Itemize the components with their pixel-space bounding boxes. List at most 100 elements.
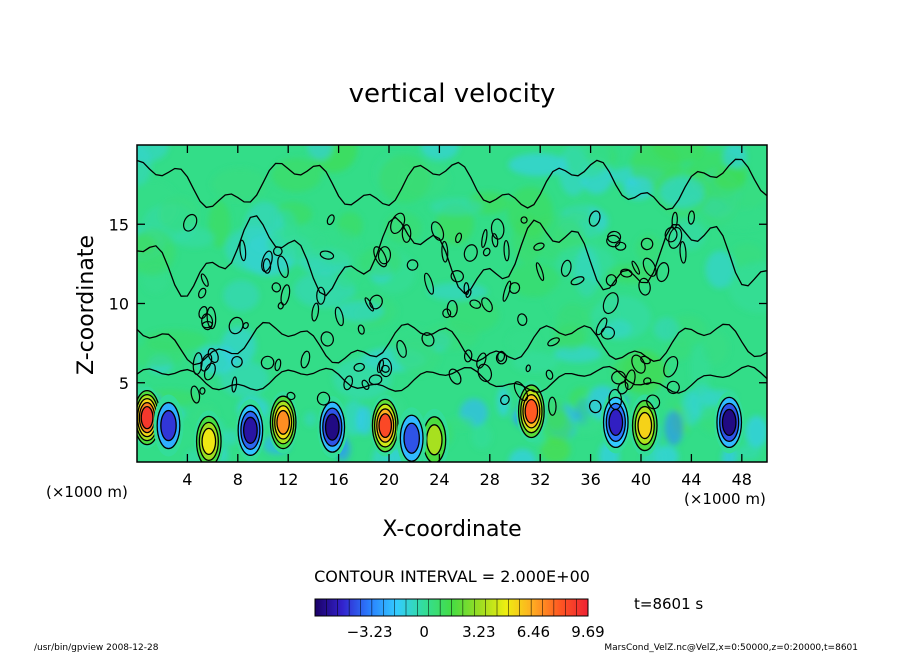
field-patch [564,145,611,179]
feature-cell [276,410,290,435]
contour-loop [490,218,505,240]
x-tick-label: 36 [580,470,600,489]
contour-loop [503,239,510,262]
field-patch [667,314,707,346]
contour-line [399,414,424,462]
contour-loop [357,324,365,335]
field-patch [715,207,767,230]
colorbar-tick-label: 0 [419,623,429,641]
contour-loop [421,332,435,347]
contour-loop [548,396,557,416]
field-patch [356,405,374,436]
contour-line [198,421,219,462]
field-patch [497,386,510,417]
contour-loop [364,297,374,312]
contour-loop [656,262,670,283]
field-patch [137,228,176,276]
contour-loop [183,213,198,232]
contour-line [271,400,295,445]
contour-interval-label: CONTOUR INTERVAL = 2.000E+00 [314,567,590,586]
feature-cell [141,406,153,429]
field-patch [429,198,483,216]
contour-line [269,395,297,450]
field-patch [556,244,615,281]
field-patch [424,323,479,350]
contour-loop [502,280,512,302]
field-patch [508,448,537,462]
contour-loop [606,234,621,248]
field-patch [540,437,571,462]
field-patch [507,329,539,354]
contour-loop [311,302,320,322]
x-unit-left: (×1000 m) [46,483,128,501]
x-tick-label: 44 [681,470,701,489]
contour-loop [228,316,244,335]
contour-line [322,407,343,447]
field-patch [137,145,169,163]
contour-loop [198,287,207,299]
x-tick-label: 20 [379,470,399,489]
contour-loop [687,210,695,225]
field-patch [728,261,767,314]
contour-loop [261,250,273,273]
contour-loop [463,244,478,262]
contour-line [324,413,340,441]
field-patch [174,227,215,248]
contour-loop [271,282,282,293]
contour-line [426,424,443,456]
feature-cell [202,428,216,455]
field-patch [571,417,602,435]
contour-line [137,215,767,297]
contour-loop [286,391,296,401]
contour-loop [595,317,608,336]
contour-loop [500,394,510,406]
x-unit-right: (×1000 m) [684,490,766,508]
time-label: t=8601 s [634,595,703,613]
y-tick-label: 5 [119,374,129,393]
contour-line [137,365,767,394]
contour-line [319,401,346,453]
contour-loop [274,358,282,372]
contour-line [721,408,737,437]
contour-loop [608,388,623,411]
contour-line [716,396,743,449]
contour-loop [646,394,661,410]
x-tick-label: 8 [233,470,243,489]
contour-loop [588,399,602,414]
contour-loop [638,277,651,296]
feature-cell [379,413,392,438]
contour-loop [455,232,463,244]
contour-loop [497,350,506,362]
contour-loop [430,221,445,241]
contour-line [634,405,655,446]
contour-loop [373,246,388,268]
contour-loop [463,349,473,363]
contour-line [156,401,181,450]
x-tick-label: 12 [278,470,298,489]
contour-loop [448,368,462,385]
contour-loop [277,255,289,279]
colorbar-tick-label: 9.69 [571,623,604,641]
contour-loop [446,299,458,318]
contour-line [240,410,261,450]
y-tick-label: 10 [109,295,129,314]
contour-loop [525,364,531,373]
field-patch [312,228,361,265]
contour-loop [668,226,683,249]
y-tick-label: 15 [109,215,129,234]
contour-loop [260,355,275,370]
contour-loop [199,387,206,395]
field-patch [304,411,317,427]
x-tick-label: 16 [328,470,348,489]
contour-line [140,405,154,430]
contour-loop [520,216,528,224]
contour-loop [353,362,365,372]
y-axis-label: Z-coordinate [74,235,99,375]
contour-loop [640,237,654,251]
contour-line [276,409,291,435]
field-patch [623,176,654,200]
field-patch [471,423,492,449]
contour-line [242,416,258,444]
field-patch [736,444,761,460]
contour-line [403,422,420,454]
